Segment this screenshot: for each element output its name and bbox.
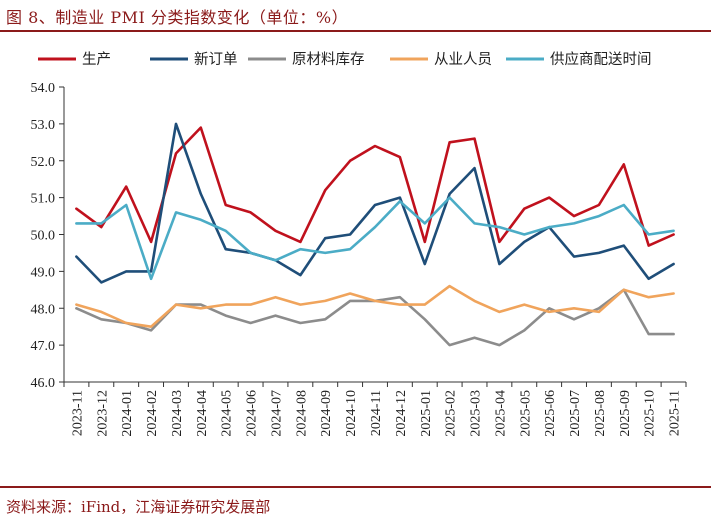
x-tick-label: 2025-10 [643,390,658,437]
chart-legend: 生产 新订单 原材料库存 从业人员 供应商配送时间 [38,50,652,68]
y-tick-label: 52.0 [31,155,56,170]
y-tick-label: 49.0 [31,265,56,280]
x-tick-label: 2024-06 [245,390,260,437]
figure-title: 图 8、制造业 PMI 分类指数变化（单位：%） [6,8,349,27]
series-line-供应商配送时间 [75,196,675,281]
y-tick-label: 51.0 [31,192,56,207]
x-tick-label: 2023-12 [95,390,110,437]
y-tick-label: 48.0 [31,302,56,317]
y-tick-label: 50.0 [31,229,56,244]
chart-series [75,122,675,347]
x-tick-label: 2023-11 [70,390,85,436]
x-tick-label: 2024-03 [170,390,185,437]
x-tick-label: 2025-06 [543,390,558,437]
x-tick-label: 2025-03 [469,390,484,437]
x-tick-label: 2024-05 [220,390,235,437]
pmi-line-chart: 生产 新订单 原材料库存 从业人员 供应商配送时间 54.0 53.0 52.0 51.0 50… [31,50,687,437]
x-tick-label: 2024-10 [344,390,359,437]
x-tick-label: 2024-11 [369,390,384,436]
y-tick-label: 53.0 [31,118,56,133]
legend-label: 生产 [82,51,111,68]
x-tick-label: 2024-12 [394,390,409,437]
x-tick-label: 2025-07 [568,390,583,437]
x-tick-label: 2024-07 [269,390,284,437]
x-tick-label: 2025-05 [518,390,533,437]
x-tick-label: 2024-02 [145,390,160,437]
x-tick-label: 2025-01 [419,390,434,437]
x-tick-label: 2024-08 [294,390,309,437]
source-note: 资料来源：iFind，江海证券研究发展部 [6,498,271,516]
y-tick-label: 54.0 [31,81,56,96]
x-tick-label: 2024-01 [120,390,135,437]
legend-label: 新订单 [194,51,238,68]
title-rule [0,30,711,32]
x-tick-label: 2025-04 [493,390,508,437]
x-tick-label: 2025-11 [668,390,683,436]
series-line-新订单 [75,122,675,284]
source-rule [0,486,711,488]
series-line-从业人员 [75,284,675,329]
x-tick-label: 2025-02 [444,390,459,437]
series-line-原材料库存 [75,288,675,347]
x-tick-label: 2025-08 [593,390,608,437]
x-tick-label: 2024-04 [195,390,210,437]
chart-axes: 54.0 53.0 52.0 51.0 50.0 49.0 48.0 47.0 46.0 2023… [31,81,687,437]
legend-label: 供应商配送时间 [550,50,652,68]
x-tick-label: 2024-09 [319,390,334,437]
x-tick-label: 2025-09 [618,390,633,437]
legend-label: 从业人员 [434,51,492,68]
y-tick-label: 46.0 [31,376,56,391]
series-line-生产 [75,126,675,247]
legend-label: 原材料库存 [292,51,365,68]
y-tick-label: 47.0 [31,339,56,354]
